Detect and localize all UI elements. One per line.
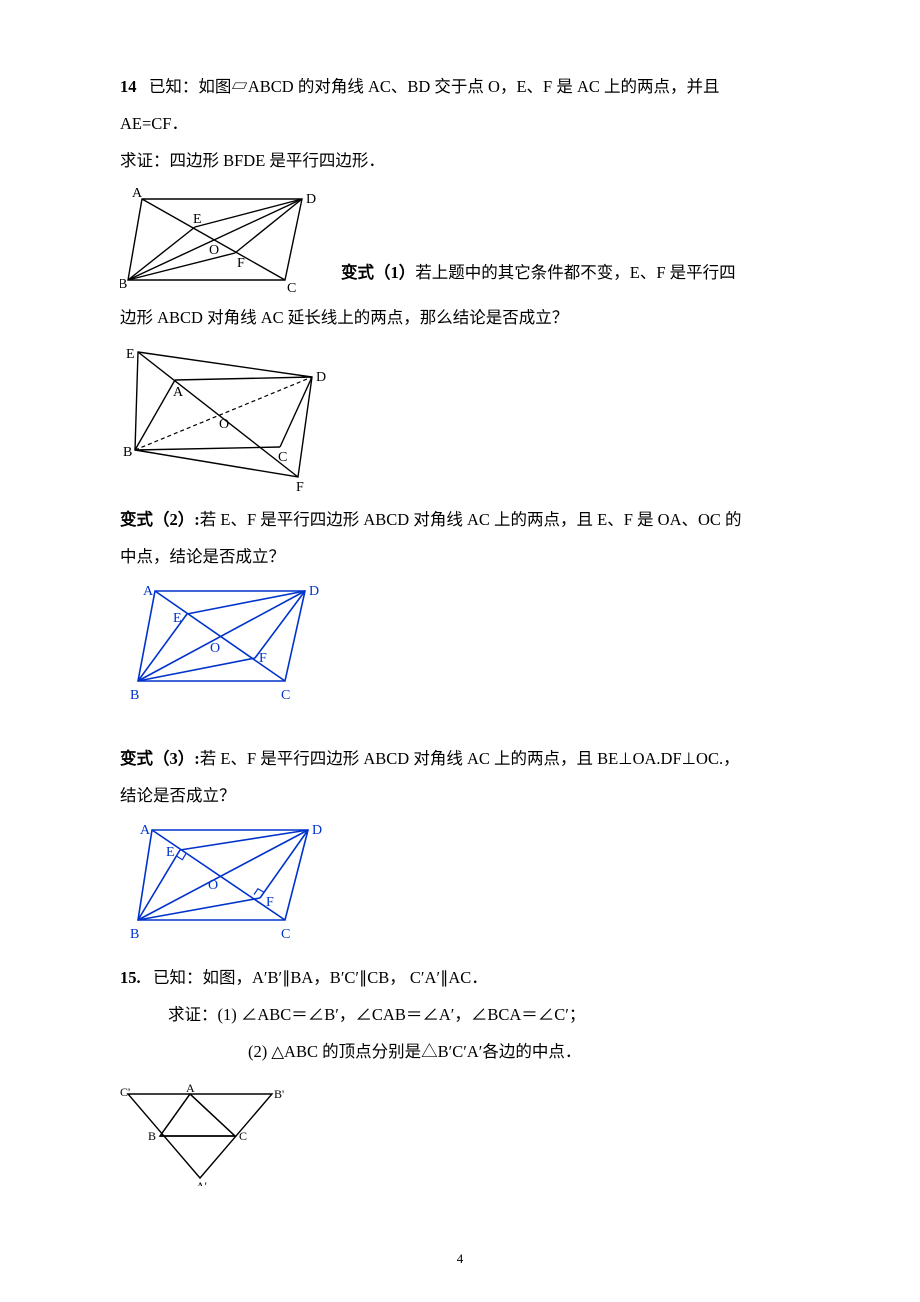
svg-text:C: C xyxy=(278,450,287,465)
var3-line2: 结论是否成立？ xyxy=(120,779,800,812)
svg-text:C: C xyxy=(239,1129,247,1143)
q15-num: 15. xyxy=(120,968,141,987)
svg-text:A: A xyxy=(143,584,154,599)
fig14-wrap: A D B C E F O 变式（1）若上题中的其它条件都不变，E、F 是平行四 xyxy=(120,185,800,295)
svg-text:D: D xyxy=(316,370,326,385)
var1-text: 若上题中的其它条件都不变，E、F 是平行四 xyxy=(415,263,735,282)
svg-text:B': B' xyxy=(274,1087,284,1101)
var2-line2: 中点，结论是否成立？ xyxy=(120,540,800,573)
figV2: A D B C E F O xyxy=(120,581,325,716)
svg-text:E: E xyxy=(166,845,175,860)
q15-line3: (2) △ABC 的顶点分别是△B′C′A′各边的中点． xyxy=(120,1035,800,1068)
var2-line1: 变式（2）:若 E、F 是平行四边形 ABCD 对角线 AC 上的两点，且 E、… xyxy=(120,503,800,536)
q14-line1: 14 已知：如图▱ABCD 的对角线 AC、BD 交于点 O，E、F 是 AC … xyxy=(120,70,800,103)
var2-text: 若 E、F 是平行四边形 ABCD 对角线 AC 上的两点，且 E、F 是 OA… xyxy=(200,510,742,529)
svg-text:D: D xyxy=(309,584,319,599)
q14-line2: AE=CF． xyxy=(120,107,800,140)
svg-text:E: E xyxy=(173,611,182,626)
figV3-wrap: A D B C E F O xyxy=(120,820,800,955)
svg-text:A': A' xyxy=(196,1179,207,1186)
var1-line2: 边形 ABCD 对角线 AC 延长线上的两点，那么结论是否成立？ xyxy=(120,301,800,334)
figV1: E D A O B CF xyxy=(120,342,335,497)
var2-label: 变式（2）: xyxy=(120,510,200,529)
svg-text:B: B xyxy=(130,927,139,942)
figV3: A D B C E F O xyxy=(120,820,325,955)
fig15-wrap: C' A B' B C A' xyxy=(120,1076,800,1186)
svg-text:A: A xyxy=(132,186,143,201)
svg-text:D: D xyxy=(312,823,322,838)
svg-text:E: E xyxy=(126,347,135,362)
svg-text:B: B xyxy=(123,445,132,460)
svg-text:B: B xyxy=(120,277,127,292)
svg-text:B: B xyxy=(130,688,139,703)
svg-text:C: C xyxy=(281,688,290,703)
var3-text: 若 E、F 是平行四边形 ABCD 对角线 AC 上的两点，且 BE⊥OA.DF… xyxy=(200,749,740,768)
var1-label: 变式（1） xyxy=(341,263,415,282)
q15-line1: 15. 已知：如图，A′B′∥BA，B′C′∥CB， C′A′∥AC． xyxy=(120,961,800,994)
fig14: A D B C E F O xyxy=(120,185,325,295)
svg-text:A: A xyxy=(140,823,151,838)
svg-text:O: O xyxy=(210,641,220,656)
svg-text:A: A xyxy=(173,385,184,400)
svg-text:D: D xyxy=(306,192,316,207)
svg-text:F: F xyxy=(259,651,267,666)
q15-line2: 求证：(1) ∠ABC＝∠B′，∠CAB＝∠A′，∠BCA＝∠C′； xyxy=(120,998,800,1031)
svg-text:F: F xyxy=(296,480,304,495)
svg-text:O: O xyxy=(208,878,218,893)
var3-line1: 变式（3）:若 E、F 是平行四边形 ABCD 对角线 AC 上的两点，且 BE… xyxy=(120,742,800,775)
q14-num: 14 xyxy=(120,77,137,96)
svg-text:A: A xyxy=(186,1081,195,1095)
q14-line3: 求证：四边形 BFDE 是平行四边形． xyxy=(120,144,800,177)
var3-label: 变式（3）: xyxy=(120,749,200,768)
q15-stem1: 已知：如图，A′B′∥BA，B′C′∥CB， C′A′∥AC． xyxy=(153,968,488,987)
svg-text:O: O xyxy=(219,417,229,432)
svg-text:F: F xyxy=(237,256,245,271)
svg-text:B: B xyxy=(148,1129,156,1143)
svg-text:C': C' xyxy=(120,1085,130,1099)
svg-text:O: O xyxy=(209,243,219,258)
figV1-wrap: E D A O B CF xyxy=(120,342,800,497)
svg-text:F: F xyxy=(266,895,274,910)
svg-text:C: C xyxy=(281,927,290,942)
svg-text:E: E xyxy=(193,212,202,227)
page-number: 4 xyxy=(0,1246,920,1272)
figV2-wrap: A D B C E F O xyxy=(120,581,800,716)
svg-text:C: C xyxy=(287,281,296,295)
fig15: C' A B' B C A' xyxy=(120,1076,290,1186)
q14-stem1: 已知：如图▱ABCD 的对角线 AC、BD 交于点 O，E、F 是 AC 上的两… xyxy=(149,77,720,96)
